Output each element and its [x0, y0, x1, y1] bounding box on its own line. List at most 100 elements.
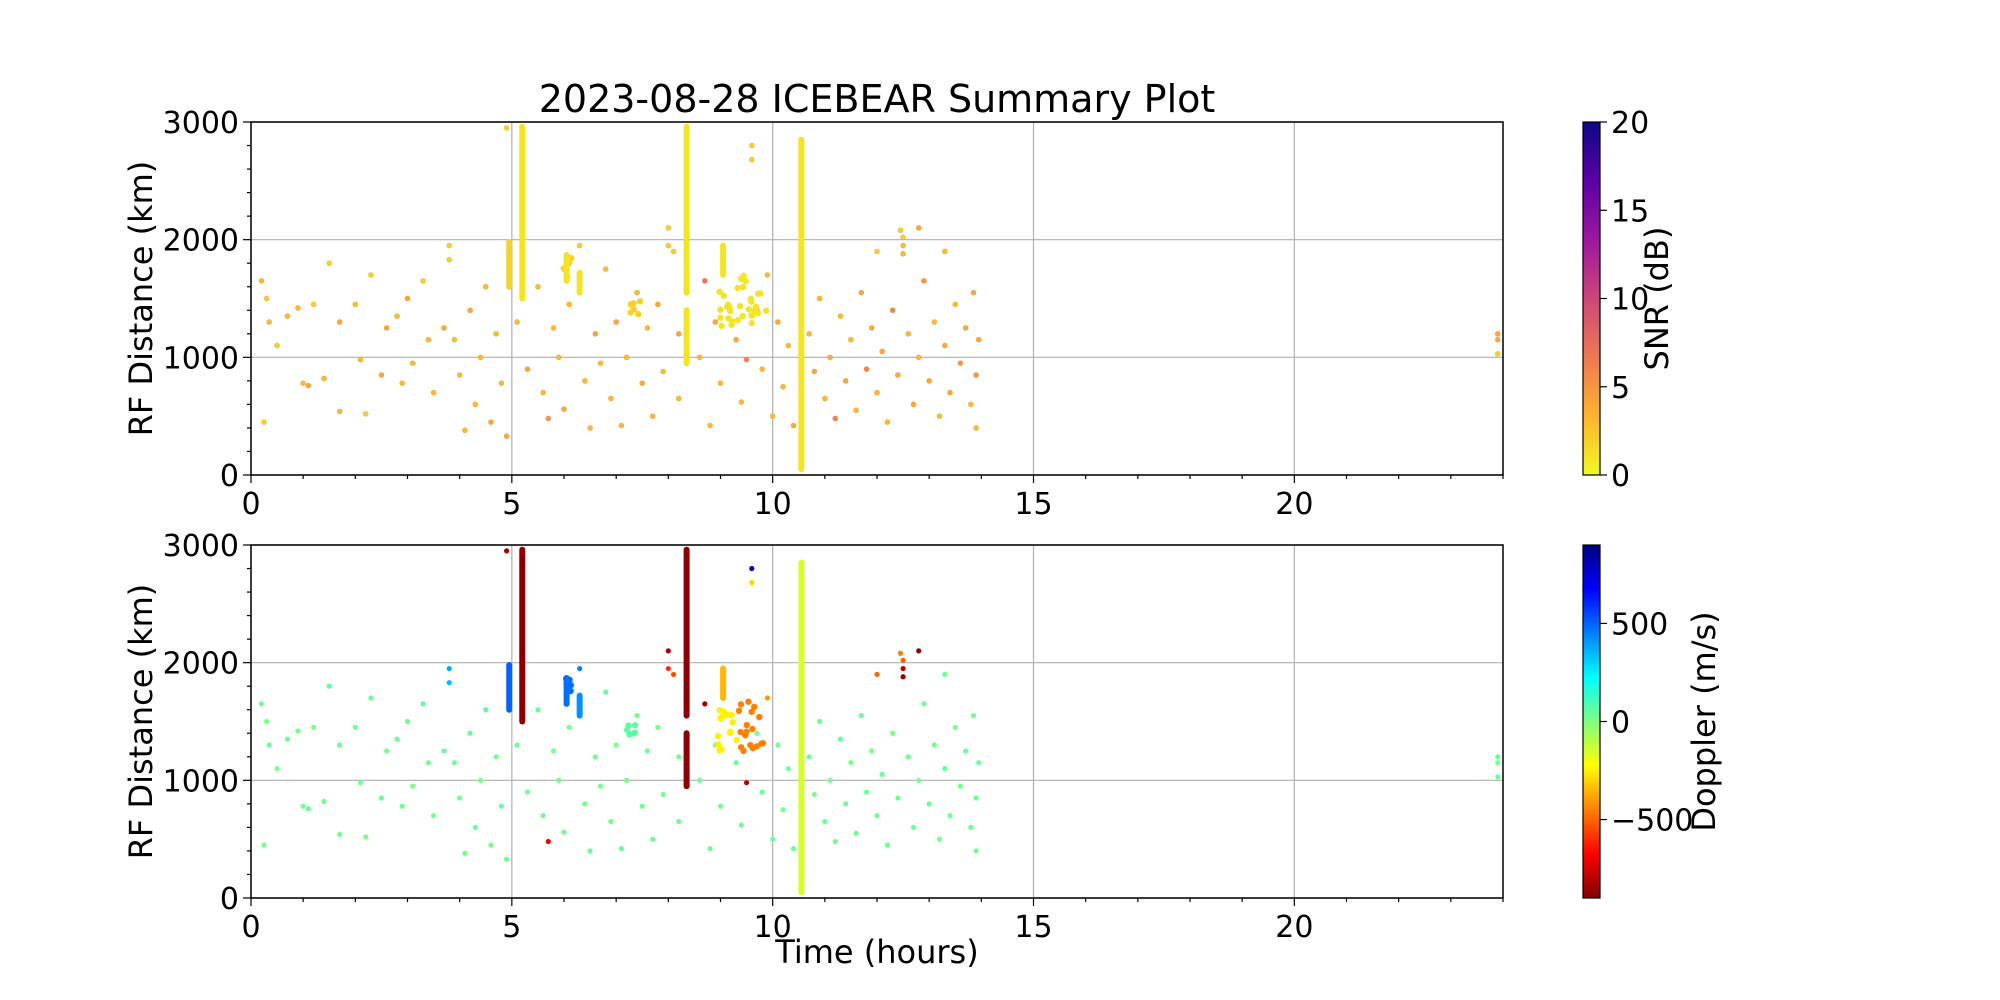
- data-point: [446, 242, 453, 249]
- data-point: [384, 748, 390, 754]
- data-point: [734, 284, 741, 292]
- data-point: [631, 722, 639, 729]
- x-tick-label: 0: [241, 487, 260, 522]
- data-point: [535, 283, 541, 290]
- data-point: [310, 301, 317, 308]
- data-point: [749, 312, 756, 319]
- data-point: [305, 805, 311, 812]
- data-point: [1494, 330, 1501, 337]
- data-point: [644, 748, 651, 754]
- data-point: [717, 306, 724, 313]
- data-point: [404, 718, 411, 725]
- data-point: [843, 801, 849, 807]
- data-point: [623, 354, 630, 361]
- data-point: [811, 368, 818, 375]
- x-tick-label: 20: [1275, 910, 1313, 945]
- y-tick-label: 1000: [163, 341, 239, 376]
- colorbar-tick-label: 500: [1611, 607, 1668, 642]
- data-point: [665, 648, 671, 654]
- data-point: [738, 822, 744, 828]
- data-point: [399, 380, 406, 387]
- data-point: [952, 301, 959, 308]
- data-point: [477, 777, 484, 783]
- data-point: [1494, 350, 1501, 357]
- data-point: [759, 366, 766, 372]
- data-point: [618, 422, 625, 429]
- data-point: [409, 360, 416, 367]
- data-point: [394, 736, 400, 742]
- data-point: [655, 724, 661, 730]
- data-point: [300, 380, 307, 387]
- data-point: [430, 389, 437, 396]
- data-point: [745, 306, 753, 313]
- data-point: [926, 801, 932, 807]
- colorbar-tick-label: 15: [1611, 194, 1649, 229]
- data-point: [715, 741, 722, 748]
- data-point: [716, 288, 723, 295]
- data-point: [716, 706, 723, 714]
- data-point: [837, 313, 844, 320]
- data-point: [467, 730, 473, 736]
- data-point: [748, 298, 755, 305]
- data-point: [258, 701, 265, 707]
- data-point: [420, 277, 427, 284]
- data-point: [970, 289, 977, 296]
- data-point: [853, 830, 859, 836]
- data-point: [973, 372, 980, 378]
- data-point: [514, 742, 520, 748]
- data-point: [785, 342, 792, 349]
- data-point: [728, 318, 736, 325]
- data-point: [957, 783, 964, 789]
- data-point: [503, 124, 510, 131]
- data-point: [264, 718, 270, 725]
- data-point: [811, 791, 818, 798]
- data-point: [592, 330, 599, 337]
- data-point: [321, 798, 327, 805]
- chart-title: 2023-08-28 ICEBEAR Summary Plot: [539, 77, 1216, 121]
- colorbar-tick-label: 5: [1611, 371, 1630, 406]
- data-point: [756, 713, 763, 721]
- data-point: [378, 372, 385, 378]
- data-point: [827, 777, 833, 783]
- data-point: [748, 156, 755, 163]
- data-point: [394, 313, 400, 320]
- data-point: [608, 818, 614, 825]
- data-point: [822, 818, 828, 825]
- data-point: [576, 242, 583, 249]
- data-point: [712, 319, 719, 325]
- data-point: [905, 330, 912, 337]
- data-point: [750, 703, 758, 711]
- data-points: [258, 123, 1501, 473]
- data-point: [266, 319, 273, 325]
- data-point: [627, 301, 635, 308]
- data-point: [274, 765, 280, 772]
- data-point: [524, 366, 531, 372]
- data-point: [780, 807, 786, 813]
- data-point: [749, 580, 755, 586]
- data-point: [477, 354, 484, 361]
- data-point: [764, 272, 771, 278]
- data-point: [889, 307, 896, 314]
- data-point: [655, 301, 661, 308]
- colorbar-gradient: [1582, 121, 1601, 476]
- data-point: [752, 303, 760, 310]
- data-point: [261, 419, 267, 425]
- data-point: [482, 283, 489, 290]
- plot-frame: [250, 544, 1504, 899]
- data-point: [321, 375, 327, 382]
- data-point: [498, 380, 505, 387]
- data-point: [884, 842, 891, 848]
- snr-colorbar: 0 5 10 15 20 SNR (dB): [1582, 106, 1676, 494]
- data-point: [676, 754, 682, 760]
- data-point: [603, 689, 609, 695]
- data-point: [806, 754, 812, 760]
- data-point: [326, 683, 332, 689]
- data-point: [696, 354, 703, 361]
- x-tick-label: 5: [502, 487, 521, 522]
- data-point: [743, 721, 750, 729]
- y-tick-label: 2000: [163, 224, 239, 259]
- data-point: [670, 671, 677, 678]
- data-point: [848, 760, 854, 766]
- data-point: [728, 711, 735, 719]
